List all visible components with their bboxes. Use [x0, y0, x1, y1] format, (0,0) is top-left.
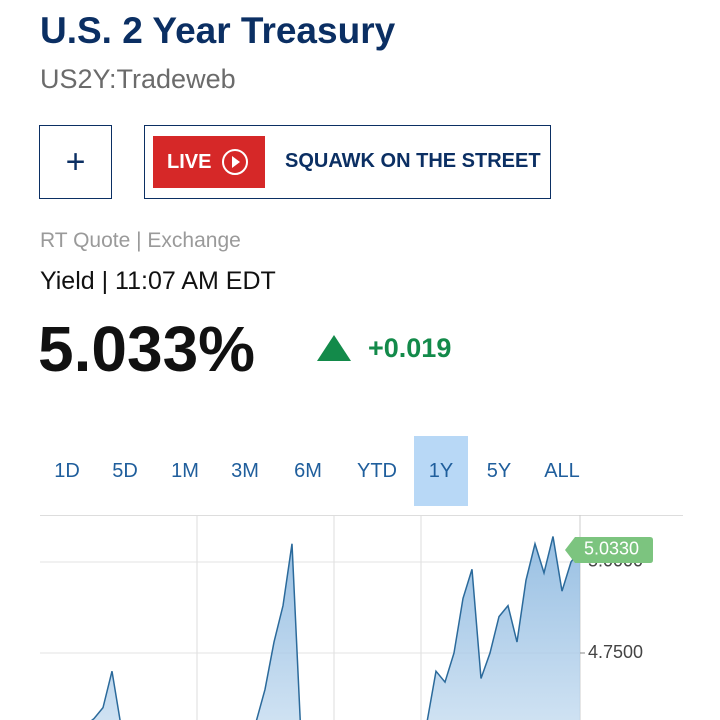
range-tab[interactable]: ALL — [544, 459, 580, 482]
play-icon — [222, 149, 249, 175]
live-button[interactable]: LIVE SQUAWK ON THE STREET — [144, 125, 551, 199]
symbol: US2Y:Tradeweb — [40, 64, 236, 94]
line — [91, 536, 580, 720]
range-tab[interactable]: 5D — [112, 459, 138, 482]
quote-time: Yield | 11:07 AM EDT — [40, 267, 276, 295]
last-value-label: 5.0330 — [584, 539, 639, 559]
change: +0.019 — [368, 333, 452, 363]
range-tab[interactable]: 5Y — [486, 459, 512, 482]
y-tick-label: 4.7500 — [588, 642, 643, 662]
range-tab[interactable]: 6M — [294, 459, 322, 482]
live-text: LIVE — [167, 150, 212, 173]
last-value-badge — [565, 536, 653, 563]
last-price: 5.033% — [38, 313, 256, 385]
area — [40, 536, 580, 720]
add-button[interactable]: + — [39, 125, 112, 199]
live-badge: LIVE — [153, 136, 265, 188]
title: U.S. 2 Year Treasury — [40, 10, 396, 51]
range-tab[interactable]: 1Y — [414, 436, 468, 506]
up-arrow — [317, 335, 351, 361]
quote-source: RT Quote | Exchange — [40, 229, 241, 252]
range-tab[interactable]: 3M — [231, 459, 259, 482]
range-tabs: 1D 5D 1M 3M 6M YTD 1Y 5Y ALL — [40, 436, 594, 506]
show-name: SQUAWK ON THE STREET — [285, 150, 541, 172]
range-tab[interactable]: 1D — [54, 459, 80, 482]
range-tab[interactable]: 1M — [171, 459, 199, 482]
range-tab[interactable]: YTD — [357, 459, 397, 482]
